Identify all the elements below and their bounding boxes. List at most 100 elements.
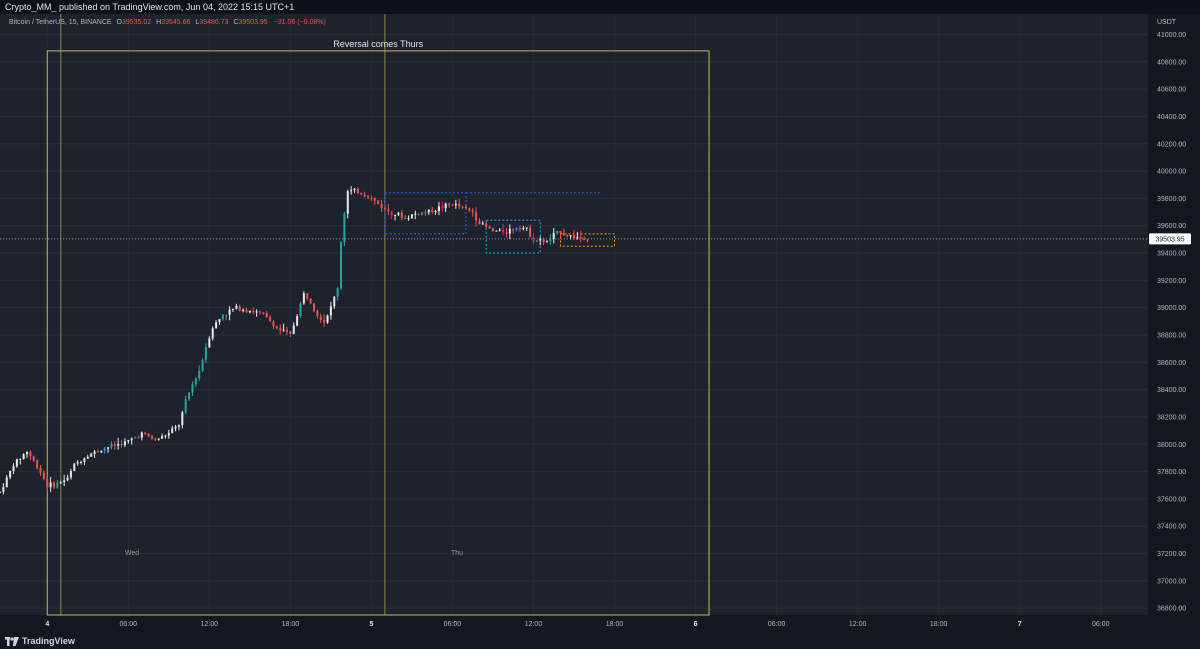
candle-body [63,480,66,483]
day-label-thu: Thu [451,550,463,557]
candle-body [505,232,508,234]
candle-body [299,303,302,317]
candle-body [265,312,268,317]
candle-body [461,206,464,208]
candle-body [272,321,275,327]
candle-body [49,482,52,488]
candle-body [360,192,363,195]
candle-body [316,310,319,317]
candle-body [93,451,96,454]
candle-body [518,228,521,230]
legend-l-label: L [195,19,199,26]
candle-body [535,240,538,242]
candle-body [235,306,238,309]
candle-body [147,433,150,437]
currency-label: USDT [1157,19,1177,26]
candle-body [350,190,353,192]
candle-body [127,440,130,442]
price-chart[interactable]: Bitcoin / TetherUS, 15, BINANCE O39535.0… [0,14,1200,633]
legend-h-value: 39545.66 [161,19,190,26]
candle-body [306,293,309,299]
candle-body [545,241,549,243]
candle-body [255,311,258,313]
price-tick-label: 38200.00 [1157,414,1186,421]
candle-body [258,311,262,313]
candle-body [512,228,515,230]
candle-body [292,325,295,334]
price-axis-background [1148,14,1200,633]
candle-body [329,306,332,316]
candle-body [181,412,184,426]
time-tick-label: 12:00 [849,621,867,628]
candle-body [387,208,390,212]
candle-body [407,217,410,219]
candle-body [552,232,555,239]
candle-body [414,213,417,215]
candle-body [515,228,518,230]
candle-body [245,309,248,313]
candle-body [130,438,133,441]
candle-body [468,208,471,211]
candle-body [441,206,444,209]
candle-body [218,318,221,323]
candle-body [343,213,346,243]
candle-body [539,238,542,241]
legend-o-value: 39535.02 [122,19,151,26]
price-tick-label: 36800.00 [1157,606,1186,613]
candle-body [390,211,393,216]
candle-body [83,458,86,462]
candle-body [76,462,79,464]
candle-body [309,298,312,304]
candle-body [562,233,565,235]
candle-body [498,229,501,231]
candle-body [367,196,370,198]
price-axis-ticks[interactable]: 41000.00 40800.00 40600.00 40400.00 40200.00… [1157,32,1186,613]
candle-body [296,316,299,326]
candle-body [363,194,366,197]
tradingview-icon [5,636,19,646]
candle-body [542,238,545,243]
candle-body [66,477,69,481]
annotation-box [46,50,710,616]
candle-body [188,392,191,400]
candle-body [107,447,110,449]
candle-body [12,466,15,471]
candle-body [42,472,45,479]
candle-body [225,314,228,316]
candle-body [221,315,224,319]
dotted-box-orange [559,233,616,247]
candle-body [285,329,289,332]
price-tick-label: 38400.00 [1157,387,1186,394]
time-axis-ticks[interactable]: 4 06:00 12:00 18:00 5 06:00 12:00 18:00 6 06:00 12… [45,621,1109,628]
candle-body [204,347,207,360]
top-bar: Crypto_MM_ published on TradingView.com,… [0,0,1200,14]
candle-body [36,460,39,468]
legend-c-label: C [233,19,238,26]
candle-body [201,359,204,371]
candle-body [451,204,454,206]
candle-body [262,312,265,314]
price-tick-label: 41000.00 [1157,32,1186,39]
candle-body [279,328,282,331]
candle-body [171,428,174,433]
candles-layer [0,186,589,495]
candle-body [69,470,72,478]
candle-body [282,329,285,331]
candle-body [228,309,231,315]
candle-body [491,228,494,231]
price-tick-label: 39000.00 [1157,305,1186,312]
price-tick-label: 37800.00 [1157,469,1186,476]
candle-body [481,223,484,225]
candle-body [394,214,397,216]
candle-body [80,461,83,463]
candle-body [434,211,437,213]
legend-h-label: H [156,19,161,26]
time-tick-label: 18:00 [282,621,300,628]
candle-body [431,209,434,212]
candle-body [134,437,137,439]
candle-body [120,443,123,446]
candle-body [549,238,552,242]
price-tick-label: 40000.00 [1157,169,1186,176]
price-tick-label: 39600.00 [1157,223,1186,230]
candle-body [238,306,241,311]
